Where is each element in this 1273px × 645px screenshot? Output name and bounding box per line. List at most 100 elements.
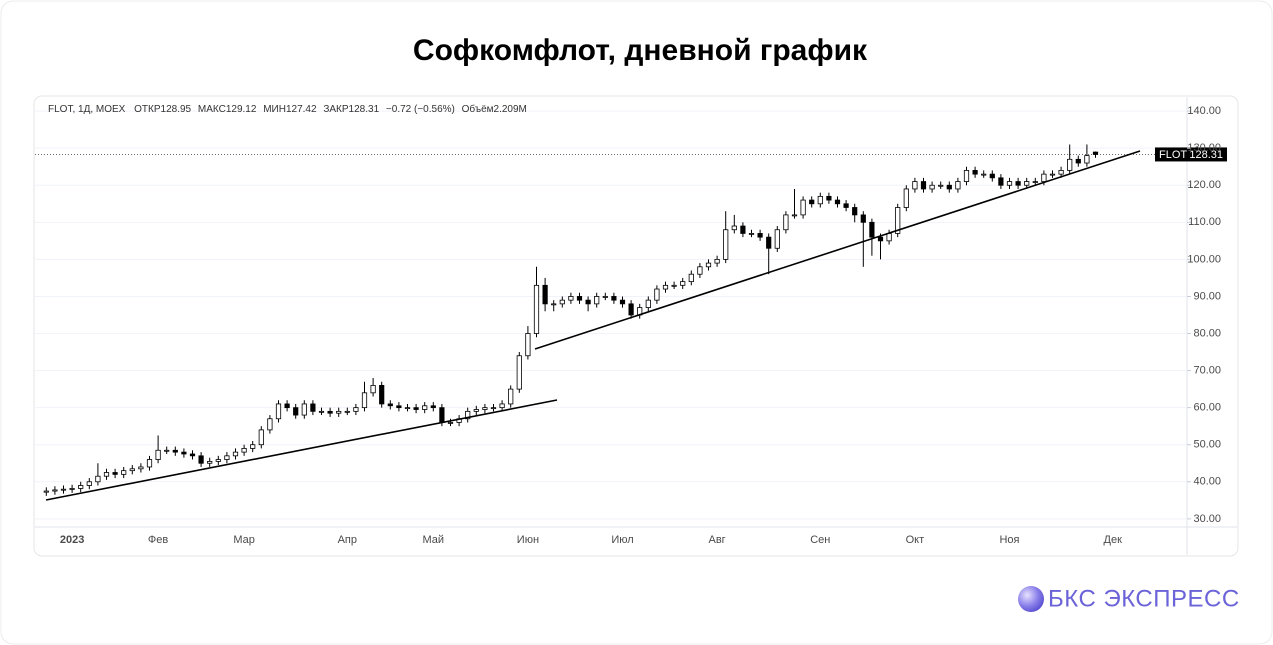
x-tick-label: Мар xyxy=(233,534,255,546)
candle-body xyxy=(989,173,995,179)
grid xyxy=(35,110,1187,520)
candle-body xyxy=(869,221,875,238)
y-tick-label: 140.00 xyxy=(1187,105,1221,117)
candle-body xyxy=(310,403,316,412)
y-tick-label: 120.00 xyxy=(1187,179,1221,191)
price-tag-value: 128.31 xyxy=(1189,149,1223,161)
open-value: 128.95 xyxy=(161,104,192,115)
candle-body xyxy=(1024,181,1030,186)
candle-body xyxy=(731,225,737,231)
x-tick-label: 2023 xyxy=(60,534,84,546)
candle-body xyxy=(361,392,368,409)
candle-body xyxy=(1032,181,1038,183)
brand-logo: БКС ЭКСПРЕСС xyxy=(1018,585,1240,612)
candle-body xyxy=(981,173,987,176)
x-tick-label: Дек xyxy=(1104,534,1123,546)
candle-body xyxy=(955,181,961,190)
candle-body xyxy=(293,407,299,416)
candle-body xyxy=(834,199,841,205)
candle-body xyxy=(353,407,359,412)
y-tick-label: 70.00 xyxy=(1193,364,1221,376)
high-value: 129.12 xyxy=(226,104,257,115)
candle-body xyxy=(783,214,789,231)
candle-body xyxy=(662,284,669,290)
candle-body xyxy=(1058,170,1064,175)
candle-body xyxy=(207,460,213,464)
price-tag-symbol: FLOT xyxy=(1159,149,1187,161)
x-tick-label: Фев xyxy=(148,534,168,546)
chart-panel xyxy=(33,95,1239,557)
candle-body xyxy=(379,385,385,405)
candle-body xyxy=(903,188,909,208)
candle-body xyxy=(671,284,677,287)
candle-body xyxy=(198,455,204,464)
candle-body xyxy=(370,385,376,394)
candle-body xyxy=(86,481,92,486)
candle-body xyxy=(611,296,617,301)
header: FLOT, 1Д, MOEX xyxy=(48,104,126,115)
x-tick-label: Сен xyxy=(810,534,830,546)
candle-body xyxy=(714,258,720,264)
info-line: FLOT, 1Д, MOEX ОТКР128.95 МАКС129.12 МИН… xyxy=(48,103,527,115)
candle-body xyxy=(602,296,608,298)
volume: Объём2.209M xyxy=(462,103,527,115)
candle-body xyxy=(852,207,858,216)
price-tag: FLOT 128.31 xyxy=(1155,147,1227,162)
candle-body xyxy=(748,233,755,235)
candle-body xyxy=(146,459,153,468)
candle-body xyxy=(877,236,884,242)
candle-body xyxy=(138,466,144,470)
low-value: 127.42 xyxy=(286,104,317,115)
candle-body xyxy=(817,195,823,205)
y-tick-label: 110.00 xyxy=(1188,216,1221,228)
candle-body xyxy=(473,409,479,412)
change: −0.72 (−0.56%) xyxy=(386,104,455,115)
candle-body xyxy=(78,485,84,489)
candle-body xyxy=(525,333,531,357)
x-tick-label: Июн xyxy=(517,534,539,546)
candle-body xyxy=(860,214,866,223)
candle-body xyxy=(568,296,574,301)
candle-body xyxy=(766,236,772,249)
candle-body xyxy=(465,410,471,420)
candle-body xyxy=(129,468,135,472)
candle-body xyxy=(413,407,419,410)
candle-body xyxy=(396,405,402,409)
candle-body xyxy=(542,284,548,305)
candle-body xyxy=(112,472,118,475)
candle-body xyxy=(654,288,660,301)
candle-body xyxy=(490,407,497,410)
candle-body xyxy=(800,199,806,216)
candle-body xyxy=(963,170,970,182)
candle-body xyxy=(886,233,892,242)
candle-body xyxy=(508,388,514,405)
candles xyxy=(43,144,1099,496)
candle-body xyxy=(301,403,307,416)
candle-body xyxy=(576,296,583,301)
candle-body xyxy=(1075,158,1081,164)
candle-body xyxy=(594,296,600,305)
candle-body xyxy=(688,273,694,283)
candle-body xyxy=(430,405,436,409)
candle-body xyxy=(809,199,815,205)
candle-body xyxy=(1006,181,1013,186)
y-tick-label: 50.00 xyxy=(1193,439,1221,451)
low-label: МИН xyxy=(263,104,286,115)
candle-body xyxy=(275,403,282,420)
candle-body xyxy=(258,429,264,446)
candle-body xyxy=(404,407,411,410)
x-tick-label: Окт xyxy=(906,534,925,546)
candle-body xyxy=(938,184,944,187)
candle-body xyxy=(52,489,58,492)
candle-body xyxy=(95,475,101,483)
candle-body xyxy=(1049,173,1056,176)
close-label: ЗАКР xyxy=(323,104,349,115)
candle-body xyxy=(224,455,230,460)
brand-name: БКС ЭКСПРЕСС xyxy=(1048,585,1240,612)
candle-body xyxy=(628,303,634,316)
candle-body xyxy=(181,451,187,455)
candle-body xyxy=(121,470,127,475)
candle-body xyxy=(723,229,729,260)
candle-body xyxy=(172,449,178,453)
